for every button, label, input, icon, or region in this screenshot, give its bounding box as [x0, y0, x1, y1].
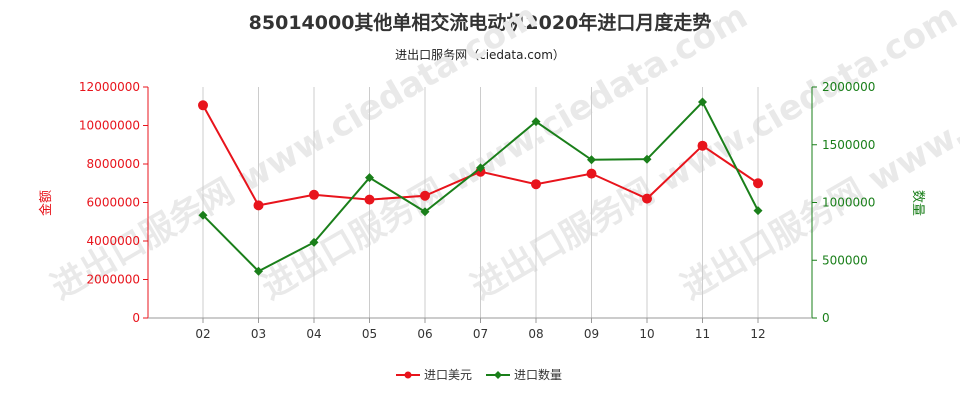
- series-2-point: [420, 207, 430, 217]
- series-2-point: [476, 163, 485, 173]
- legend-marker-1: [404, 371, 412, 379]
- left-tick-label: 4000000: [87, 234, 140, 248]
- left-tick-label: 2000000: [87, 273, 140, 287]
- legend-label-1: 进口美元: [424, 368, 472, 382]
- series-1-point: [697, 140, 708, 151]
- right-tick-label: 1000000: [822, 196, 875, 210]
- x-tick-label: 04: [306, 327, 321, 341]
- legend-label-2: 进口数量: [514, 367, 562, 382]
- series-2-point: [365, 173, 374, 183]
- series-2-point: [198, 210, 208, 220]
- left-tick-label: 12000000: [79, 80, 140, 94]
- x-tick-label: 11: [695, 327, 710, 341]
- series-2-point: [531, 117, 541, 127]
- x-tick-label: 05: [362, 327, 377, 341]
- left-tick-label: 8000000: [87, 157, 140, 171]
- left-tick-label: 6000000: [87, 196, 140, 210]
- series-1-point: [753, 178, 763, 189]
- right-tick-label: 1500000: [822, 138, 875, 152]
- chart-subtitle: 进出口服务网（ciedata.com）: [395, 48, 565, 62]
- x-tick-label: 03: [251, 327, 266, 341]
- right-tick-label: 2000000: [822, 80, 875, 94]
- x-tick-label: 09: [584, 327, 599, 341]
- x-tick-label: 02: [195, 327, 210, 341]
- right-axis-title: 数量: [910, 190, 925, 216]
- series-1-point: [586, 168, 597, 179]
- series-1-point: [198, 100, 208, 111]
- x-tick-label: 10: [639, 327, 654, 341]
- series-1-point: [364, 194, 375, 205]
- series-1-point: [531, 179, 541, 190]
- series-2-point: [753, 206, 763, 216]
- right-tick-label: 500000: [822, 253, 868, 267]
- left-axis-title: 金额: [38, 190, 54, 216]
- x-tick-label: 08: [528, 327, 543, 341]
- series-1-point: [309, 189, 319, 200]
- series-2-point: [254, 266, 263, 276]
- x-tick-label: 12: [750, 327, 765, 341]
- series-1-point: [642, 193, 652, 204]
- left-tick-label: 0: [132, 311, 140, 325]
- series-1-point: [253, 200, 264, 211]
- left-tick-label: 10000000: [79, 119, 140, 133]
- right-tick-label: 0: [822, 311, 830, 325]
- x-tick-label: 06: [417, 327, 432, 341]
- series-2-point: [698, 97, 707, 107]
- series-2-point: [587, 155, 596, 165]
- x-tick-label: 07: [473, 327, 488, 341]
- series-2-point: [309, 237, 319, 247]
- series-2-point: [642, 154, 652, 164]
- series-1-point: [420, 190, 430, 201]
- legend-marker-2: [494, 371, 502, 379]
- chart-title: 85014000其他单相交流电动机2020年进口月度走势: [248, 12, 712, 34]
